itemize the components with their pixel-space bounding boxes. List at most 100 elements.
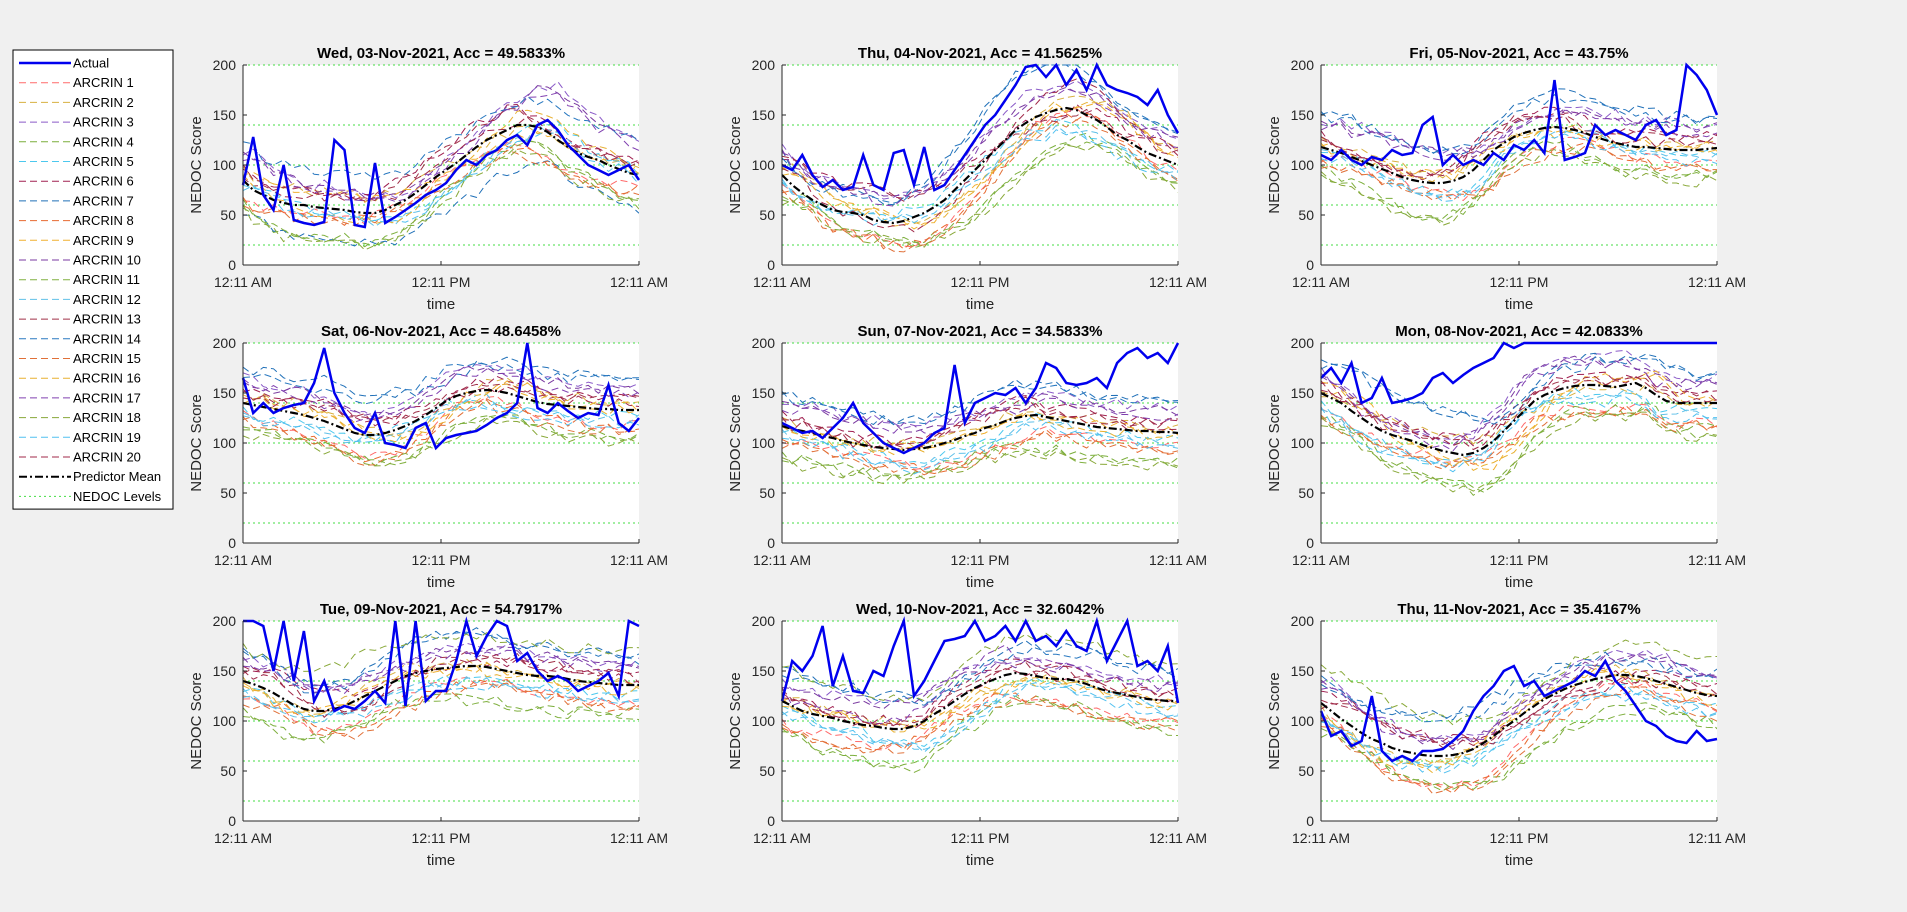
ensemble-line [1321,355,1717,446]
ensemble-line [782,699,1178,774]
y-tick-label: 100 [752,157,776,173]
ensemble-line [1321,149,1717,226]
x-axis-label: time [427,574,455,591]
y-tick-label: 100 [213,713,237,729]
y-axis-label: NEDOC Score [188,116,205,214]
actual-line [243,616,640,713]
ensemble-line [782,659,1178,710]
chart-title: Fri, 05-Nov-2021, Acc = 43.75% [1409,45,1628,62]
legend-label: ARCRIN 5 [73,154,134,169]
legend-label: ARCRIN 10 [73,253,141,268]
x-axis-label: time [1505,296,1533,313]
ensemble-line [243,414,639,466]
ensemble-line [243,414,639,467]
ensemble-line [782,396,1178,448]
legend-label: ARCRIN 18 [73,410,141,425]
y-tick-label: 200 [752,613,776,629]
ensemble-line [243,356,639,398]
ensemble-line [243,406,639,444]
ensemble-line [782,450,1178,485]
actual-line [1320,341,1717,405]
x-tick-label: 12:11 AM [1149,552,1207,568]
ensemble-line [243,654,639,719]
ensemble-line [1321,654,1717,745]
ensemble-line [1321,669,1717,743]
ensemble-line [243,642,639,693]
ensemble-line [243,115,639,202]
ensemble-line [243,140,639,248]
x-tick-label: 12:11 PM [412,552,471,568]
ensemble-line [1321,686,1717,794]
y-tick-label: 100 [213,435,237,451]
ensemble-line [782,656,1178,706]
ensemble-line [782,640,1178,703]
ensemble-line [1321,129,1717,199]
ensemble-line [782,428,1178,475]
ensemble-line [243,375,639,423]
predictor-mean-line [1321,125,1717,185]
ensemble-line [1321,404,1717,468]
ensemble-line [243,399,639,466]
actual-line [241,118,641,229]
ensemble-line [782,692,1178,752]
ensemble-line [243,658,639,715]
chart-panel: 0 50 100 150 200 12:11 AM 12:11 PM 12:11 AM Wed,… [727,601,1207,869]
y-tick-label: 0 [228,257,236,273]
x-tick-label: 12:11 AM [1688,830,1746,846]
y-tick-label: 50 [759,763,775,779]
y-tick-label: 100 [213,157,237,173]
ensemble-line [243,676,639,736]
ensemble-line [782,132,1178,243]
ensemble-line [782,103,1178,199]
ensemble-line [1321,352,1717,423]
y-tick-label: 0 [1306,257,1314,273]
chart-title: Thu, 11-Nov-2021, Acc = 35.4167% [1397,601,1640,618]
ensemble-line [243,85,639,199]
x-tick-label: 12:11 AM [1688,274,1746,290]
x-tick-label: 12:11 AM [1688,552,1746,568]
x-tick-label: 12:11 AM [1292,552,1350,568]
y-tick-label: 50 [220,485,236,501]
legend-label: ARCRIN 17 [73,390,141,405]
x-tick-label: 12:11 PM [951,274,1010,290]
x-axis-label: time [966,574,994,591]
ensemble-line [243,377,639,438]
ensemble-line [782,632,1178,703]
ensemble-line [243,160,639,247]
ensemble-line [1321,140,1717,221]
ensemble-line [782,411,1178,448]
y-tick-label: 0 [1306,813,1314,829]
y-tick-label: 150 [1291,107,1315,123]
y-tick-label: 200 [1291,57,1315,73]
ensemble-line [243,693,639,740]
predictor-mean-line [243,664,639,713]
x-axis-label: time [427,852,455,869]
ensemble-line [782,412,1178,452]
ensemble-line [782,444,1178,477]
ensemble-line [1321,112,1717,181]
ensemble-line [782,402,1178,450]
ensemble-line [782,661,1178,726]
ensemble-line [782,102,1178,230]
ensemble-line [782,397,1178,436]
ensemble-line [782,141,1178,249]
ensemble-line [1321,406,1717,496]
ensemble-line [1321,388,1717,467]
ensemble-line [782,413,1178,464]
y-tick-label: 0 [228,813,236,829]
chart-title: Sat, 06-Nov-2021, Acc = 48.6458% [321,323,561,340]
y-tick-label: 150 [752,385,776,401]
x-tick-label: 12:11 AM [753,552,811,568]
x-axis-label: time [1505,852,1533,869]
y-axis-label: NEDOC Score [188,394,205,492]
ensemble-line [782,108,1178,202]
y-tick-label: 200 [213,57,237,73]
y-tick-label: 150 [1291,385,1315,401]
y-tick-label: 0 [228,535,236,551]
y-tick-label: 200 [213,613,237,629]
x-tick-label: 12:11 AM [610,274,668,290]
legend-label: ARCRIN 2 [73,95,134,110]
chart-title: Wed, 10-Nov-2021, Acc = 32.6042% [856,601,1104,618]
x-tick-label: 12:11 AM [214,274,272,290]
ensemble-line [782,395,1178,447]
